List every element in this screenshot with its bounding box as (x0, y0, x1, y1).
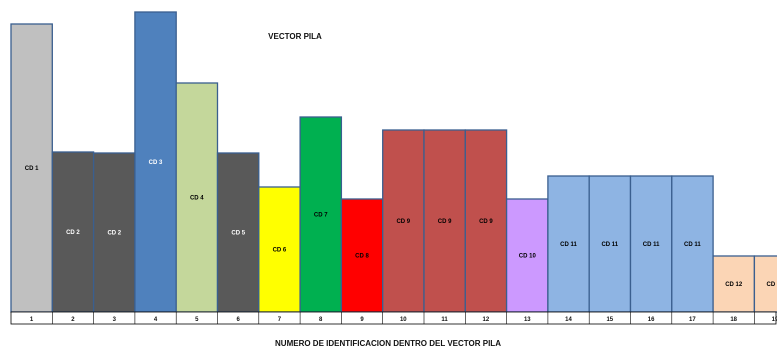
x-tick-label-1: 1 (30, 317, 34, 323)
x-tick-label-15: 15 (606, 317, 613, 323)
x-axis-strip (10, 311, 777, 325)
bar-label-5: CD 4 (190, 196, 204, 202)
bar-label-2: CD 2 (66, 230, 80, 236)
bar-3 (92, 152, 136, 313)
bar-label-15: CD 11 (601, 242, 618, 248)
x-tick-label-8: 8 (319, 317, 323, 323)
bar-10 (382, 129, 425, 313)
x-tick-label-14: 14 (565, 317, 572, 323)
bar-17 (671, 175, 714, 313)
bar-label-11: CD 9 (438, 219, 452, 225)
bar-8 (299, 116, 343, 313)
x-tick-label-3: 3 (113, 317, 117, 323)
bar-label-13: CD 10 (519, 254, 537, 260)
bar-1 (10, 23, 53, 313)
x-tick-label-2: 2 (71, 317, 75, 323)
bar-label-17: CD 11 (684, 242, 701, 248)
bars-group: CD 1 CD 2 CD 2 CD 3 CD 4 CD 5 CD 6 CD 7 CD 8 CD 9… (10, 11, 777, 313)
x-tick-label-4: 4 (154, 317, 158, 323)
bar-label-12: CD 9 (479, 219, 493, 225)
bar-label-1: CD 1 (25, 166, 39, 172)
bar-14 (547, 175, 590, 313)
bar-label-9: CD 8 (355, 254, 369, 260)
x-tick-label-11: 11 (441, 317, 448, 323)
bar-12 (464, 129, 508, 313)
x-tick-label-7: 7 (278, 317, 282, 323)
x-tick-label-5: 5 (195, 317, 199, 323)
x-tick-label-19: 19 (772, 317, 777, 323)
bar-label-3: CD 2 (107, 231, 121, 237)
bar-label-7: CD 6 (273, 248, 287, 254)
x-tick-label-12: 12 (483, 317, 490, 323)
bar-2 (51, 151, 95, 313)
bar-label-6: CD 5 (231, 231, 245, 237)
bar-label-18: CD 12 (725, 282, 743, 288)
x-tick-label-16: 16 (648, 317, 655, 323)
x-axis-label: NUMERO DE IDENTIFICACION DENTRO DEL VECT… (275, 339, 501, 348)
bar-label-10: CD 9 (396, 219, 410, 225)
bar-18 (712, 255, 756, 313)
bar-label-16: CD 11 (643, 242, 660, 248)
x-tick-label-9: 9 (360, 317, 364, 323)
bar-6 (216, 152, 260, 313)
x-tick-label-10: 10 (400, 317, 407, 323)
x-tick-label-13: 13 (524, 317, 531, 323)
bar-16 (629, 175, 673, 313)
x-tick-label-17: 17 (689, 317, 696, 323)
bar-label-8: CD 7 (314, 213, 328, 219)
bar-label-19: CD 12 (766, 282, 777, 288)
bar-label-14: CD 11 (560, 242, 577, 248)
x-tick-label-6: 6 (237, 317, 241, 323)
bar-label-4: CD 3 (149, 160, 163, 166)
x-axis: 1234567891011121314151617181920 (10, 311, 777, 325)
x-tick-label-18: 18 (730, 317, 737, 323)
chart-title: VECTOR PILA (268, 32, 322, 41)
